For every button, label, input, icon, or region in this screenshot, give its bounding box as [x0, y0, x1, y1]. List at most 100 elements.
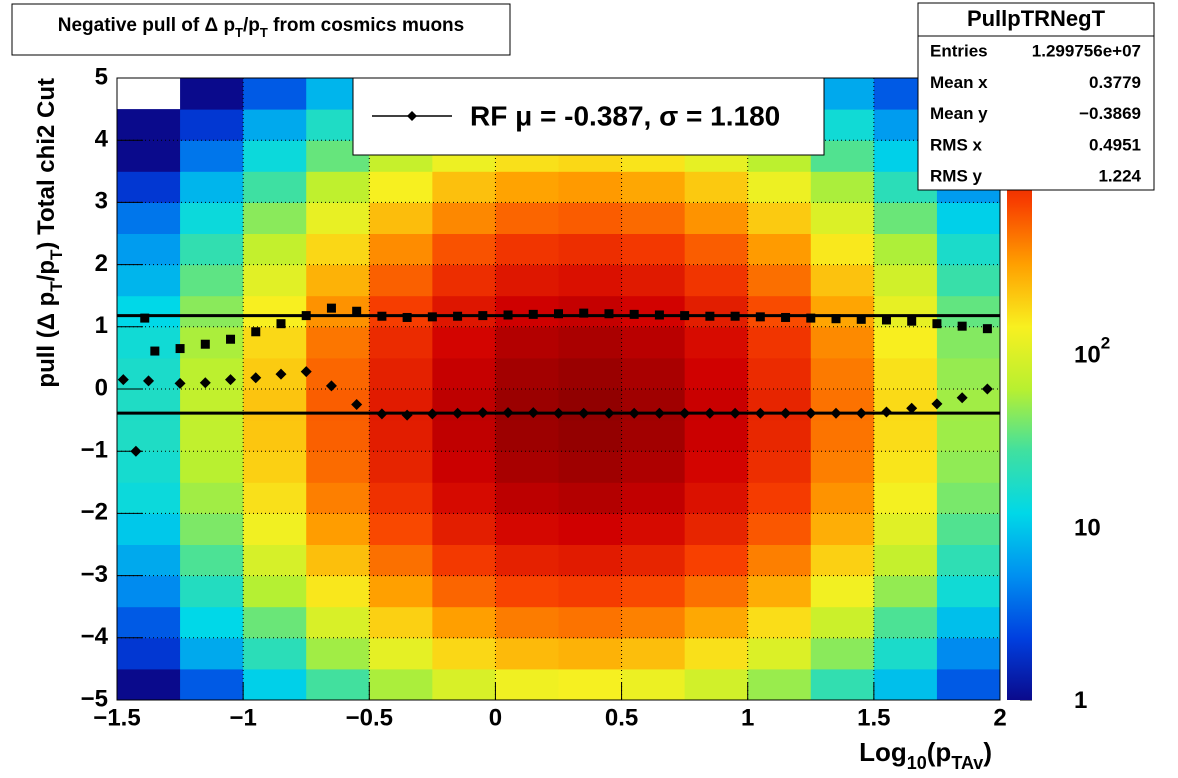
- heatmap-cell: [621, 326, 686, 359]
- heatmap-cell: [306, 233, 370, 266]
- heatmap-cell: [369, 668, 433, 701]
- heatmap-cell: [180, 668, 244, 701]
- heatmap-cell: [747, 420, 812, 452]
- heatmap-cell: [873, 420, 938, 452]
- heatmap-cell: [180, 140, 244, 172]
- heatmap-cell: [873, 637, 938, 670]
- profile-square: [554, 309, 563, 319]
- heatmap-cell: [873, 202, 938, 234]
- z-tick-power: 2: [1101, 334, 1110, 353]
- stats-value: 1.224: [1098, 167, 1141, 186]
- heatmap-cell: [684, 606, 749, 639]
- heatmap-cell: [432, 233, 496, 266]
- heatmap-cell: [810, 389, 875, 421]
- heatmap-cell: [369, 295, 433, 328]
- heatmap-cell: [558, 668, 623, 701]
- heatmap-cell: [495, 513, 559, 545]
- heatmap-cell: [873, 451, 938, 483]
- profile-square: [806, 313, 816, 323]
- heatmap-cell: [180, 109, 244, 141]
- text-part: ): [983, 737, 992, 767]
- heatmap-cell: [684, 451, 749, 483]
- heatmap-cell: [117, 606, 181, 639]
- heatmap-cell: [495, 357, 559, 390]
- heatmap-cell: [180, 575, 244, 608]
- heatmap-cell: [180, 357, 244, 390]
- heatmap-cell: [936, 295, 1001, 328]
- profile-diamond: [527, 407, 539, 419]
- profile-diamond: [553, 407, 564, 419]
- heatmap-cell: [747, 357, 812, 390]
- profile-diamond: [117, 374, 129, 386]
- profile-square: [402, 312, 412, 322]
- heatmap-cell: [873, 389, 938, 421]
- profile-diamond: [855, 407, 867, 419]
- heatmap-cell: [621, 482, 686, 514]
- heatmap-cell: [873, 326, 938, 359]
- z-tick-label: 1: [1074, 687, 1087, 714]
- heatmap-cell: [243, 575, 307, 608]
- profile-square: [200, 339, 210, 349]
- heatmap-cell: [810, 420, 875, 452]
- subscript: T: [260, 25, 268, 40]
- y-tick-label: −5: [81, 685, 108, 712]
- heatmap-cell: [243, 357, 307, 390]
- heatmap-cell: [306, 357, 370, 390]
- heatmap-cell: [558, 451, 623, 483]
- profile-square: [579, 308, 589, 318]
- heatmap-cell: [936, 202, 1001, 234]
- heatmap-cell: [684, 637, 749, 670]
- heatmap-cell: [747, 202, 812, 234]
- heatmap-cell: [873, 513, 938, 545]
- chart-title: Negative pull of Δ pT/pT from cosmics mu…: [58, 15, 464, 40]
- y-tick-label: −3: [81, 561, 108, 588]
- heatmap-cell: [621, 451, 686, 483]
- profile-diamond: [325, 380, 337, 392]
- heatmap-cell: [684, 171, 749, 203]
- profile-diamond: [880, 406, 892, 418]
- heatmap-cell: [180, 264, 244, 297]
- heatmap-cell: [180, 295, 244, 328]
- heatmap-cell: [432, 668, 496, 701]
- stats-value: 0.3779: [1089, 73, 1141, 92]
- profile-square: [251, 327, 261, 337]
- heatmap-cell: [684, 575, 749, 608]
- x-tick-label: −0.5: [346, 704, 393, 731]
- stats-key: Mean x: [930, 73, 988, 92]
- heatmap-cell: [621, 420, 686, 452]
- heatmap-cell: [684, 264, 749, 297]
- heatmap-cell: [117, 264, 181, 297]
- profile-diamond: [603, 407, 615, 419]
- heatmap-cell: [369, 606, 433, 639]
- heatmap-cell: [810, 357, 875, 390]
- heatmap-cell: [873, 233, 938, 266]
- heatmap-cell: [243, 233, 307, 266]
- subscript: T: [47, 281, 66, 292]
- x-tick-label: 2: [993, 704, 1006, 731]
- heatmap-cell: [432, 171, 496, 203]
- heatmap-cell: [747, 575, 812, 608]
- profile-diamond: [679, 407, 691, 419]
- heatmap-cell: [621, 575, 686, 608]
- text-part: ) Total chi2 Cut: [33, 78, 60, 250]
- heatmap-cell: [873, 544, 938, 577]
- heatmap-cell: [873, 668, 938, 701]
- profile-diamond: [931, 398, 943, 410]
- x-tick-label: 1.5: [857, 704, 890, 731]
- heatmap-cell: [621, 171, 686, 203]
- x-tick-label: −1: [229, 704, 256, 731]
- heatmap-cell: [873, 357, 938, 390]
- profile-square: [352, 306, 362, 316]
- profile-diamond: [729, 407, 741, 419]
- profile-diamond: [143, 375, 155, 387]
- heatmap-cell: [621, 357, 686, 390]
- heatmap-cell: [432, 606, 496, 639]
- profile-diamond: [300, 366, 312, 378]
- heatmap-cell: [810, 482, 875, 514]
- heatmap-cell: [306, 544, 370, 577]
- heatmap-cell: [117, 482, 181, 514]
- heatmap-cell: [747, 637, 812, 670]
- heatmap-cell: [495, 575, 559, 608]
- heatmap-cell: [117, 513, 181, 545]
